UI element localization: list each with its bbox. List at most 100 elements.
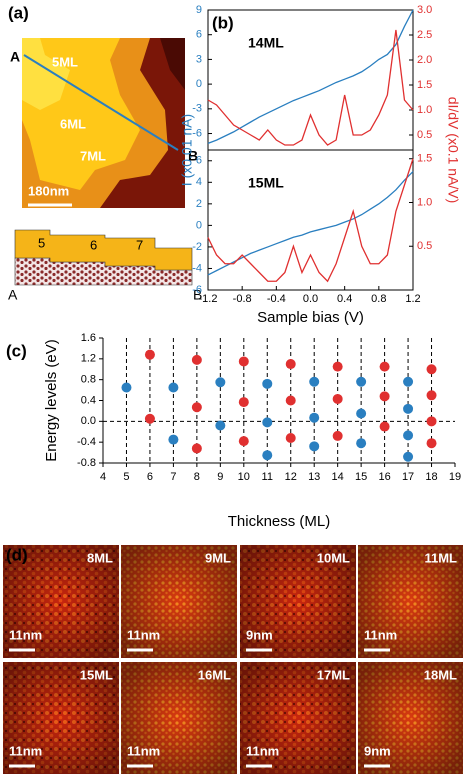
point: [238, 356, 249, 367]
y-tick-label: 0.0: [81, 415, 96, 427]
y2-axis-label: dI/dV (x0.1 nA/V): [445, 97, 461, 204]
shade: [3, 662, 119, 774]
x-tick-label: 4: [100, 471, 106, 483]
point: [238, 436, 249, 447]
point: [262, 417, 273, 428]
y-tick-label: -4: [192, 262, 202, 274]
stm-image: 15ML 11nm: [3, 662, 119, 774]
point: [356, 376, 367, 387]
x-tick-label: 10: [238, 471, 250, 483]
scale-label: 11nm: [9, 743, 42, 758]
point: [403, 403, 414, 414]
point: [191, 443, 202, 454]
point: [426, 364, 437, 375]
panel-title: 14ML: [248, 35, 284, 51]
y2-tick-label: 1.0: [417, 196, 432, 208]
y-tick-label: 4: [196, 176, 202, 188]
end-label: A: [10, 49, 20, 65]
point: [332, 430, 343, 441]
x-tick-label: 0.4: [337, 293, 352, 305]
step-label: 6: [90, 237, 97, 252]
point: [426, 438, 437, 449]
end-label: B: [188, 148, 198, 164]
end-label: B: [193, 287, 202, 303]
y2-tick-label: 3.0: [417, 4, 432, 16]
shade: [121, 545, 237, 658]
point: [403, 376, 414, 387]
x-tick-label: 0.0: [303, 293, 318, 305]
x-tick-label: 1.2: [405, 293, 420, 305]
point: [121, 382, 132, 393]
y2-tick-label: 1.5: [417, 153, 432, 165]
point: [262, 378, 273, 389]
step-label: 7: [136, 237, 143, 252]
x-tick-label: 0.8: [371, 293, 386, 305]
y-tick-label: 0.8: [81, 374, 96, 386]
panel-title: 15ML: [248, 175, 284, 191]
point: [168, 382, 179, 393]
point: [191, 402, 202, 413]
x-tick-label: 19: [449, 471, 461, 483]
x-axis-label: Thickness (ML): [228, 513, 331, 530]
point: [285, 395, 296, 406]
y-tick-label: 1.6: [81, 332, 96, 344]
scale-label: 11nm: [127, 627, 160, 642]
terrace-label: 6ML: [60, 116, 86, 131]
x-tick-label: 11: [262, 471, 273, 483]
point: [144, 413, 155, 424]
thickness-label: 8ML: [87, 550, 113, 565]
y2-tick-label: 2.0: [417, 54, 432, 66]
x-tick-label: 15: [355, 471, 367, 483]
film: [14, 229, 193, 271]
y-tick-label: 0: [196, 219, 202, 231]
thickness-label: 16ML: [198, 667, 231, 682]
thickness-label: 15ML: [80, 667, 113, 682]
thickness-label: 17ML: [317, 667, 350, 682]
terrace: [160, 38, 185, 90]
point: [379, 361, 390, 372]
point: [356, 438, 367, 449]
y2-tick-label: 1.0: [417, 104, 432, 116]
shade: [358, 545, 463, 658]
stm-image: 9ML 11nm: [121, 545, 237, 658]
point: [238, 397, 249, 408]
y-tick-label: 3: [196, 53, 202, 65]
scale-label: 11nm: [246, 743, 279, 758]
x-tick-label: 5: [123, 471, 129, 483]
scale-label: 11nm: [364, 627, 397, 642]
y-tick-label: -3: [192, 103, 202, 115]
point: [403, 451, 414, 462]
profile-line: [23, 54, 179, 151]
point: [309, 412, 320, 423]
stm-image: 10ML 9nm: [240, 545, 356, 658]
x-tick-label: 14: [332, 471, 344, 483]
x-tick-label: 6: [147, 471, 153, 483]
y-tick-label: 6: [196, 29, 202, 41]
shade: [240, 545, 356, 658]
y-axis-label: I (x0.01 nA): [179, 114, 195, 186]
point: [262, 450, 273, 461]
point: [379, 391, 390, 402]
y-tick-label: -6: [192, 127, 202, 139]
data-line: [207, 29, 414, 146]
point: [215, 420, 226, 431]
shade: [3, 545, 119, 658]
data-line: [207, 171, 414, 276]
y2-tick-label: 0.5: [417, 240, 432, 252]
x-tick-label: 13: [308, 471, 320, 483]
point: [332, 393, 343, 404]
y-axis-label: Energy levels (eV): [43, 339, 60, 462]
point: [168, 434, 179, 445]
x-tick-label: -0.4: [267, 293, 286, 305]
stm-image: 16ML 11nm: [121, 662, 237, 774]
end-label: A: [8, 287, 18, 303]
shade: [121, 662, 237, 774]
point: [309, 441, 320, 452]
y2-tick-label: 0.5: [417, 129, 432, 141]
data-line: [207, 9, 414, 145]
scale-label: 11nm: [127, 743, 160, 758]
thickness-label: 10ML: [317, 550, 350, 565]
thickness-label: 11ML: [424, 550, 457, 565]
y-tick-label: -6: [192, 284, 202, 296]
